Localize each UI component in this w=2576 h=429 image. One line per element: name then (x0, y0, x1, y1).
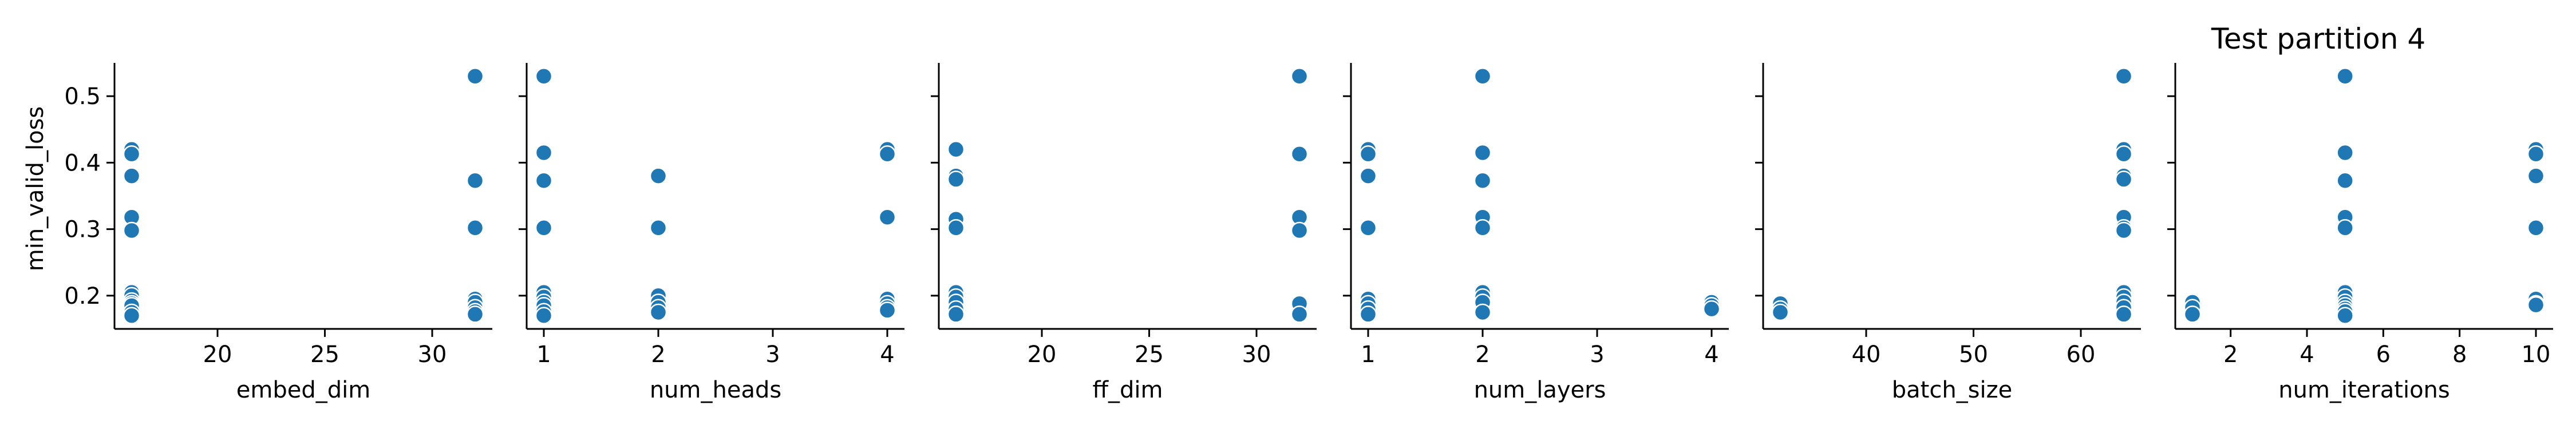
x-tick-label: 50 (1959, 341, 1988, 368)
x-axis-label: ff_dim (1092, 377, 1163, 403)
x-tick-label: 3 (1590, 341, 1604, 368)
x-tick-label: 2 (651, 341, 665, 368)
data-point (1359, 219, 1377, 237)
subplot-grid: 0.2 0.3 0.4 0.5 20 25 30 embed_dim 1 2 3 4 num_heads… (64, 63, 2553, 403)
x-tick-label: 30 (1242, 341, 1271, 368)
x-axis-label: num_layers (1474, 377, 1606, 403)
x-tick-label: 30 (418, 341, 447, 368)
data-point (1290, 221, 1309, 240)
data-point (1473, 144, 1492, 162)
data-point (1771, 303, 1789, 321)
x-tick-label: 4 (1704, 341, 1718, 368)
data-point (123, 221, 141, 240)
x-tick-label: 25 (1135, 341, 1164, 368)
x-tick-label: 2 (1475, 341, 1490, 368)
data-point (947, 170, 965, 188)
data-point (535, 219, 553, 237)
x-tick-label: 10 (2522, 341, 2551, 368)
data-point (947, 305, 965, 323)
data-point (878, 301, 896, 319)
subplot-num-iterations: 2 4 6 8 10 num_iterations (2167, 63, 2553, 403)
data-point (535, 172, 553, 190)
x-axis-label: batch_size (1892, 377, 2013, 403)
x-tick-label: 2 (2223, 341, 2238, 368)
data-point (878, 208, 896, 226)
data-point (649, 219, 667, 237)
data-point (535, 67, 553, 85)
data-point (1290, 67, 1309, 85)
y-tick-label: 0.3 (64, 217, 101, 243)
x-tick-label: 6 (2376, 341, 2391, 368)
data-point (1473, 219, 1492, 237)
data-point (2336, 219, 2354, 237)
data-point (123, 307, 141, 324)
x-tick-label: 8 (2452, 341, 2467, 368)
data-point (2527, 296, 2545, 314)
data-point (466, 305, 484, 323)
data-point (947, 140, 965, 158)
x-tick-label: 25 (310, 341, 339, 368)
y-tick-label: 0.4 (64, 150, 101, 176)
data-point (2527, 167, 2545, 185)
data-point (2336, 144, 2354, 162)
x-tick-label: 1 (1361, 341, 1375, 368)
x-tick-label: 3 (765, 341, 780, 368)
data-point (1473, 172, 1492, 190)
data-point (1290, 305, 1309, 323)
data-point (2183, 305, 2202, 323)
y-tick-label: 0.2 (64, 283, 101, 309)
x-tick-label: 40 (1852, 341, 1881, 368)
data-point (2336, 307, 2354, 324)
subplot-num-layers: 1 2 3 4 num_layers (1343, 63, 1729, 403)
x-tick-label: 20 (203, 341, 232, 368)
x-tick-label: 4 (2300, 341, 2314, 368)
subplot-num-heads: 1 2 3 4 num_heads (519, 63, 904, 403)
subplot-batch-size: 40 50 60 batch_size (1755, 63, 2141, 403)
x-tick-label: 60 (2067, 341, 2096, 368)
y-tick-label: 0.5 (64, 84, 101, 110)
data-point (1473, 303, 1492, 321)
x-axis-label: num_heads (650, 377, 781, 403)
data-point (2527, 219, 2545, 237)
x-axis-label: embed_dim (236, 377, 370, 403)
data-point (878, 145, 896, 163)
data-point (2527, 145, 2545, 163)
data-point (466, 172, 484, 190)
data-point (466, 67, 484, 85)
data-point (1702, 300, 1721, 318)
data-point (466, 219, 484, 237)
x-tick-label: 20 (1028, 341, 1057, 368)
data-point (2115, 67, 2133, 85)
data-point (535, 144, 553, 162)
data-point (649, 303, 667, 321)
data-point (123, 145, 141, 163)
data-point (1290, 145, 1309, 163)
data-point (947, 219, 965, 237)
x-axis-label: num_iterations (2278, 377, 2450, 403)
data-point (1359, 145, 1377, 163)
data-point (2336, 67, 2354, 85)
data-point (535, 307, 553, 324)
data-point (2115, 170, 2133, 188)
data-point (2115, 305, 2133, 323)
figure-title: Test partition 4 (2211, 22, 2425, 55)
x-tick-label: 4 (880, 341, 894, 368)
y-axis-label: min_valid_loss (22, 106, 49, 272)
subplot-embed-dim: 0.2 0.3 0.4 0.5 20 25 30 embed_dim (64, 63, 492, 403)
data-point (1359, 167, 1377, 185)
data-point (2115, 145, 2133, 163)
data-point (649, 167, 667, 185)
data-point (2115, 221, 2133, 240)
data-point (1473, 67, 1492, 85)
x-tick-label: 1 (536, 341, 551, 368)
subplot-ff-dim: 20 25 30 ff_dim (931, 63, 1317, 403)
data-point (123, 167, 141, 185)
data-point (1359, 305, 1377, 323)
data-point (2336, 172, 2354, 190)
